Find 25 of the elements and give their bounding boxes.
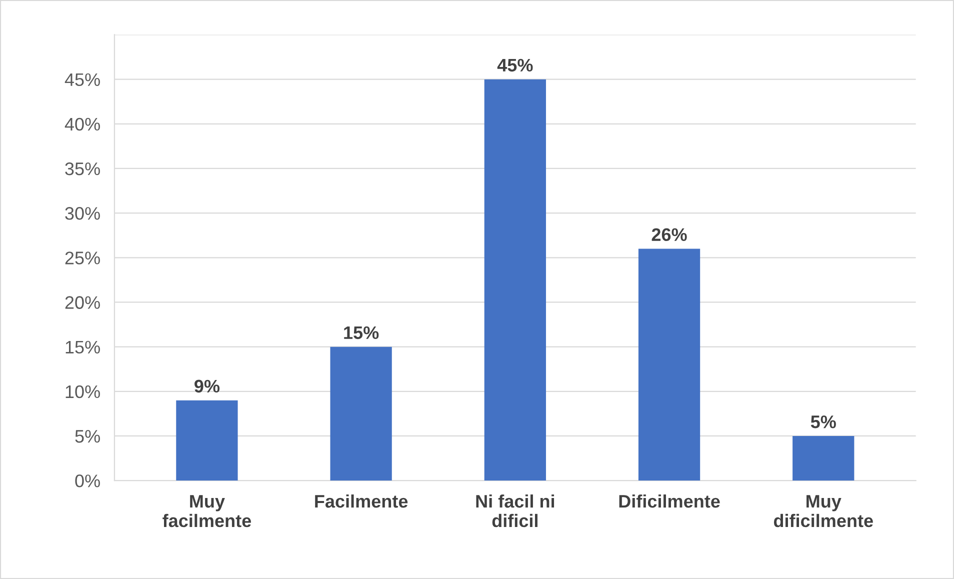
y-tick-label: 30% bbox=[65, 207, 100, 220]
x-tick-label: Ni facil ni dificil bbox=[476, 494, 554, 528]
data-label: 45% bbox=[497, 58, 533, 72]
data-label: 15% bbox=[344, 326, 379, 340]
y-tick-label: 25% bbox=[65, 252, 100, 264]
x-tick-label: Muy facilmente bbox=[162, 495, 251, 528]
bar bbox=[330, 346, 392, 481]
bar bbox=[638, 248, 700, 481]
bar bbox=[484, 79, 546, 481]
y-tick-label: 15% bbox=[66, 340, 100, 354]
y-tick-label: 35% bbox=[65, 162, 100, 176]
x-tick-label: Facilmente bbox=[315, 494, 408, 508]
y-tick-label: 45% bbox=[64, 73, 100, 86]
y-tick-label: 0% bbox=[75, 474, 100, 488]
x-tick-label: Dificilmente bbox=[619, 494, 720, 508]
data-label: 5% bbox=[810, 416, 836, 428]
data-label: 26% bbox=[652, 228, 687, 242]
data-label: 9% bbox=[194, 380, 220, 393]
y-tick-label: 40% bbox=[64, 118, 100, 131]
y-tick-label: 20% bbox=[65, 296, 100, 309]
y-tick-label: 10% bbox=[66, 385, 100, 398]
bar bbox=[792, 436, 854, 481]
y-tick-label: 5% bbox=[75, 430, 100, 443]
bar bbox=[176, 400, 238, 481]
x-tick-label: Muy dificilmente bbox=[774, 495, 873, 528]
